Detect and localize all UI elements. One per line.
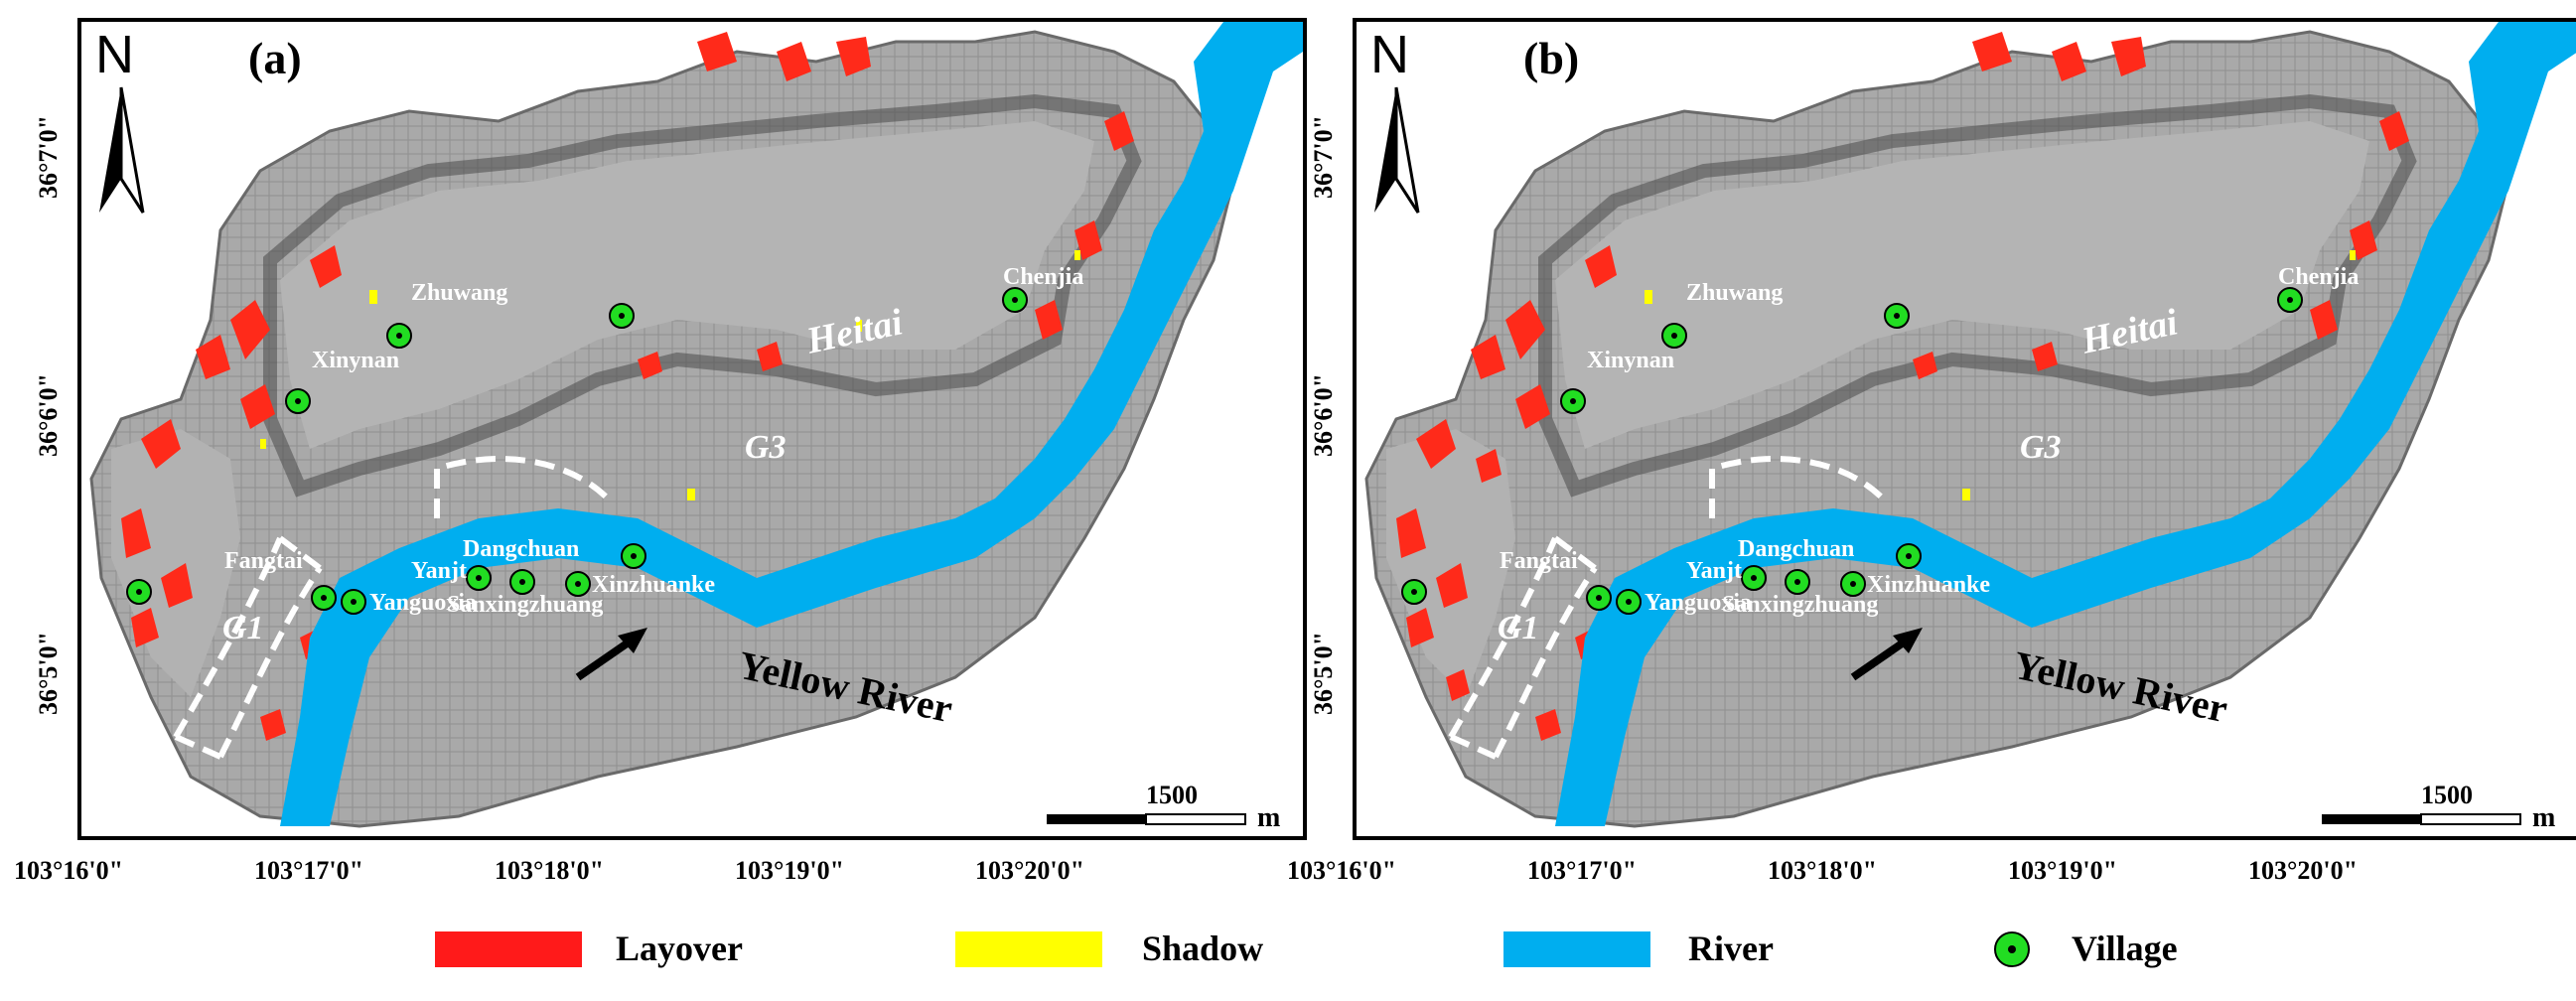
lon-label-b-4: 103°19'0" [2008, 856, 2118, 885]
village-label-fangtai: Fangtai [224, 548, 303, 574]
village-label-yanjt: Yanjt [411, 558, 468, 584]
north-arrow-icon [1374, 86, 1420, 214]
lat-label-a-1: 36°7'0" [34, 114, 63, 199]
lat-label-b-3: 36°5'0" [1309, 631, 1338, 715]
gully-label-g1: G1 [222, 610, 264, 646]
village-label-dangchuan: Dangchuan [1738, 536, 1855, 562]
village-label-huangc: Huangc [2389, 508, 2470, 534]
village-label-yanguoxia: Yanguoxia [369, 590, 478, 616]
village-label-yanjt: Yanjt [1686, 558, 1743, 584]
escarpment-band [1538, 93, 2417, 498]
north-letter: N [95, 25, 134, 84]
lat-label-a-3: 36°5'0" [34, 631, 63, 715]
legend-swatch-layover [435, 931, 582, 967]
scale-value: 1500 [2421, 781, 2473, 809]
scale-bar [2322, 813, 2521, 825]
plateau [280, 121, 1094, 449]
gully-g1-outline [1448, 536, 1558, 739]
map-panel-b: N (b) Zhuwang Chenjia Xinynan Fangtai Ya… [1353, 18, 2576, 840]
north-letter: N [1370, 25, 1409, 84]
lon-label-b-2: 103°17'0" [1527, 856, 1638, 885]
village-label-zhuwang: Zhuwang [411, 280, 508, 306]
lon-label-a-5: 103°20'0" [975, 856, 1085, 885]
legend-label-village: Village [2072, 929, 2178, 968]
river-flow-arrow [575, 636, 636, 681]
village-label-sanxingzhuang: Sanxingzhuang [447, 592, 604, 618]
yellow-river [280, 22, 1303, 826]
lat-label-b-2: 36°6'0" [1309, 372, 1338, 457]
gully-g1-outline [173, 536, 283, 739]
lon-label-a-1: 103°16'0" [14, 856, 124, 885]
scale-value: 1500 [1146, 781, 1198, 809]
gully-label-g1: G1 [1498, 610, 1539, 646]
legend-swatch-river [1503, 931, 1650, 967]
shadow-patches [260, 250, 1080, 500]
layover-patches [1396, 32, 2409, 741]
village-markers [126, 287, 1028, 615]
plateau [1555, 121, 2369, 449]
village-label-fangtai: Fangtai [1500, 548, 1578, 574]
terrain-map-a [89, 22, 1303, 828]
map-panel-a: N (a) Zhuwang Chenjia Xinynan Fangtai Ya… [77, 18, 1307, 840]
village-label-yanguoxia: Yanguoxia [1645, 590, 1753, 616]
village-markers [1401, 287, 2303, 615]
village-label-zhuwang: Zhuwang [1686, 280, 1784, 306]
legend-swatch-shadow [955, 931, 1102, 967]
village-label-xinynan: Xinynan [1587, 348, 1675, 373]
lat-label-b-1: 36°7'0" [1309, 114, 1338, 199]
gully-g3-outline [1709, 456, 1886, 518]
yellow-river [1555, 22, 2576, 826]
village-label-xinynan: Xinynan [312, 348, 400, 373]
village-label-dangchuan: Dangchuan [463, 536, 580, 562]
legend-label-river: River [1688, 929, 1774, 968]
legend-label-shadow: Shadow [1142, 929, 1264, 968]
panel-label: (b) [1523, 33, 1580, 83]
village-label-xinzhuanke: Xinzhuanke [1867, 572, 1991, 598]
terrain-map-b [1364, 22, 2576, 828]
village-marker-icon [1994, 931, 2030, 967]
lon-label-b-1: 103°16'0" [1287, 856, 1397, 885]
lat-label-a-2: 36°6'0" [34, 372, 63, 457]
gully-label-g3: G3 [745, 429, 787, 466]
lon-label-b-5: 103°20'0" [2248, 856, 2359, 885]
gully-g3-outline [434, 456, 611, 518]
river-flow-arrow [1850, 636, 1911, 681]
shadow-patches [1645, 250, 2356, 500]
gully-label-g3: G3 [2020, 429, 2062, 466]
lon-label-a-2: 103°17'0" [254, 856, 364, 885]
village-label-chenjia: Chenjia [1003, 264, 1084, 290]
village-label-huangc: Huangc [1114, 508, 1195, 534]
village-label-xinzhuanke: Xinzhuanke [592, 572, 716, 598]
layover-patches [121, 32, 1134, 741]
escarpment-band [263, 93, 1142, 498]
village-label-sanxingzhuang: Sanxingzhuang [1722, 592, 1879, 618]
legend-label-layover: Layover [616, 929, 743, 968]
village-label-chenjia: Chenjia [2278, 264, 2360, 290]
north-arrow-icon [99, 86, 145, 214]
scale-bar [1047, 813, 1246, 825]
scale-unit: m [2532, 802, 2556, 833]
scale-unit: m [1257, 802, 1281, 833]
lon-label-a-3: 103°18'0" [495, 856, 605, 885]
panel-label: (a) [248, 33, 302, 83]
lon-label-b-3: 103°18'0" [1768, 856, 1878, 885]
lon-label-a-4: 103°19'0" [735, 856, 845, 885]
